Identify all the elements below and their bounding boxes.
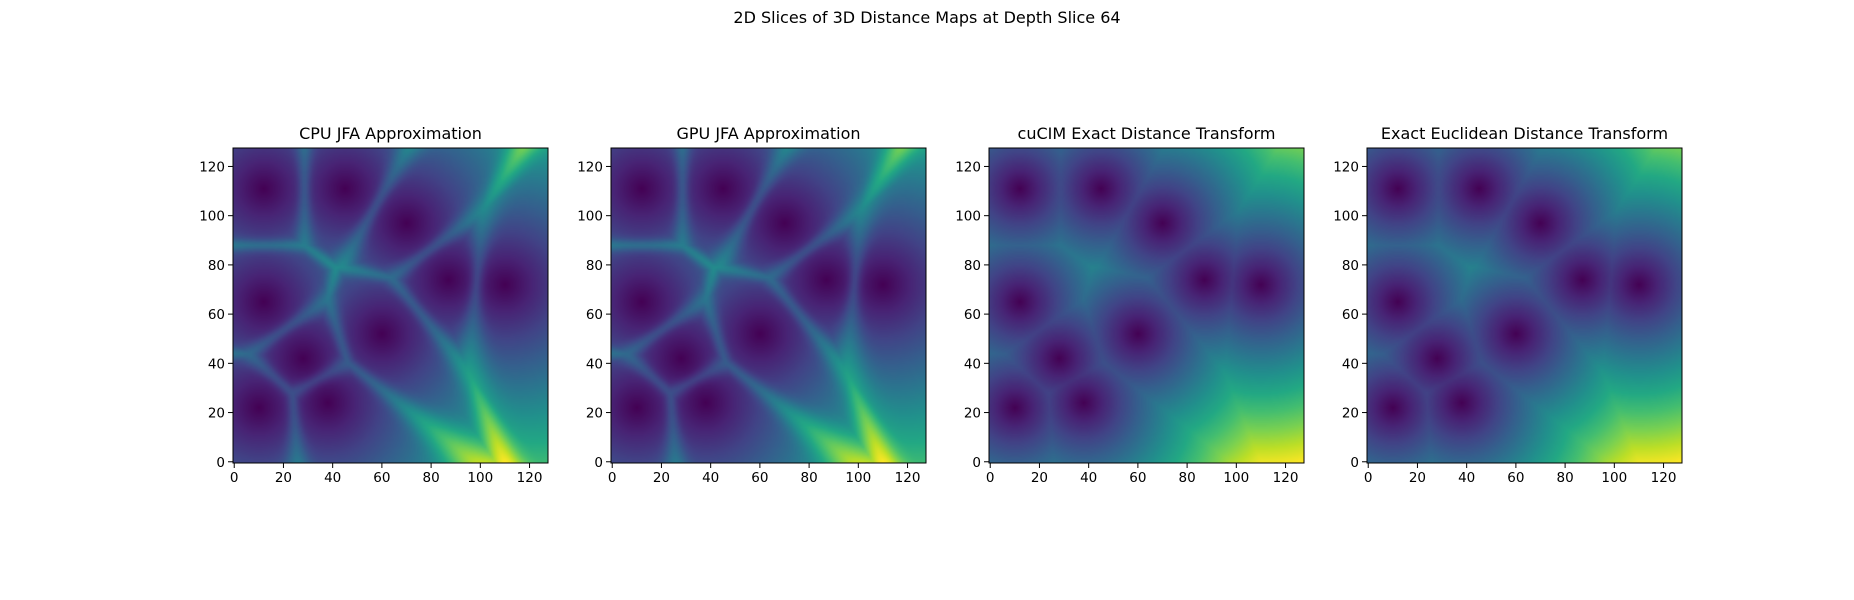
- y-tick-label: 0: [1350, 455, 1359, 471]
- x-tick-label: 20: [653, 470, 670, 486]
- y-tick-label: 20: [964, 406, 981, 422]
- y-tick-label: 0: [216, 455, 225, 471]
- x-tick-label: 80: [423, 470, 440, 486]
- y-tick-label: 60: [586, 307, 603, 323]
- x-tick-label: 80: [1179, 470, 1196, 486]
- heatmap-axes: CPU JFA Approximation 0 20 40 60 80 100 120 0 20 4…: [199, 124, 549, 486]
- x-tick-label: 0: [608, 470, 617, 486]
- x-tick-label: 0: [986, 470, 995, 486]
- x-tick-label: 120: [1273, 470, 1299, 486]
- y-tick-label: 120: [1333, 159, 1359, 175]
- axes-title: cuCIM Exact Distance Transform: [1018, 124, 1276, 143]
- heatmap-axes: cuCIM Exact Distance Transform 0 20 40 60 80 1…: [955, 124, 1305, 486]
- heatmap-image: [1367, 148, 1682, 463]
- axes-title: Exact Euclidean Distance Transform: [1381, 124, 1668, 143]
- heatmap-axes: Exact Euclidean Distance Transform 0 20 40 6…: [1333, 124, 1683, 486]
- x-tick-label: 120: [895, 470, 921, 486]
- y-tick-label: 20: [1342, 406, 1359, 422]
- y-tick-label: 60: [1342, 307, 1359, 323]
- x-tick-label: 40: [1458, 470, 1475, 486]
- axes-title: GPU JFA Approximation: [676, 124, 860, 143]
- x-tick-label: 40: [702, 470, 719, 486]
- x-tick-label: 60: [751, 470, 768, 486]
- axes-frame: [988, 147, 1305, 464]
- x-tick-label: 0: [230, 470, 239, 486]
- x-tick-label: 20: [1409, 470, 1426, 486]
- y-tick-label: 100: [955, 209, 981, 225]
- y-tick-label: 100: [577, 209, 603, 225]
- x-tick-label: 80: [801, 470, 818, 486]
- axes-title: CPU JFA Approximation: [299, 124, 482, 143]
- x-tick-label: 100: [467, 470, 493, 486]
- x-tick-label: 40: [324, 470, 341, 486]
- axes-frame: [232, 147, 549, 464]
- y-tick-label: 40: [964, 356, 981, 372]
- x-tick-label: 100: [845, 470, 871, 486]
- x-tick-label: 40: [1080, 470, 1097, 486]
- y-tick-label: 0: [594, 455, 603, 471]
- x-tick-label: 60: [1129, 470, 1146, 486]
- x-tick-label: 80: [1557, 470, 1574, 486]
- axes-frame: [1366, 147, 1683, 464]
- y-tick-label: 60: [964, 307, 981, 323]
- heatmap-image: [233, 148, 548, 463]
- x-tick-label: 20: [1031, 470, 1048, 486]
- x-tick-label: 100: [1223, 470, 1249, 486]
- y-tick-label: 80: [586, 258, 603, 274]
- y-tick-label: 120: [577, 159, 603, 175]
- x-tick-label: 120: [1651, 470, 1677, 486]
- y-tick-label: 20: [586, 406, 603, 422]
- y-tick-label: 100: [1333, 209, 1359, 225]
- y-tick-label: 40: [586, 356, 603, 372]
- figure-suptitle: 2D Slices of 3D Distance Maps at Depth S…: [733, 8, 1120, 27]
- y-tick-label: 0: [972, 455, 981, 471]
- x-tick-label: 120: [517, 470, 543, 486]
- axes-container: CPU JFA Approximation 0 20 40 60 80 100 120 0 20 4…: [199, 124, 1683, 486]
- y-tick-label: 100: [199, 209, 225, 225]
- x-tick-label: 60: [373, 470, 390, 486]
- y-tick-label: 40: [208, 356, 225, 372]
- x-tick-label: 20: [275, 470, 292, 486]
- y-tick-label: 120: [955, 159, 981, 175]
- heatmap-image: [989, 148, 1304, 463]
- y-tick-label: 80: [1342, 258, 1359, 274]
- heatmap-axes: GPU JFA Approximation 0 20 40 60 80 100 120 0 20 4…: [577, 124, 927, 486]
- x-tick-label: 100: [1601, 470, 1627, 486]
- heatmap-image: [611, 148, 926, 463]
- x-tick-label: 60: [1507, 470, 1524, 486]
- y-tick-label: 20: [208, 406, 225, 422]
- y-tick-label: 80: [208, 258, 225, 274]
- y-tick-label: 120: [199, 159, 225, 175]
- y-tick-label: 80: [964, 258, 981, 274]
- y-tick-label: 60: [208, 307, 225, 323]
- y-tick-label: 40: [1342, 356, 1359, 372]
- axes-frame: [610, 147, 927, 464]
- x-tick-label: 0: [1364, 470, 1373, 486]
